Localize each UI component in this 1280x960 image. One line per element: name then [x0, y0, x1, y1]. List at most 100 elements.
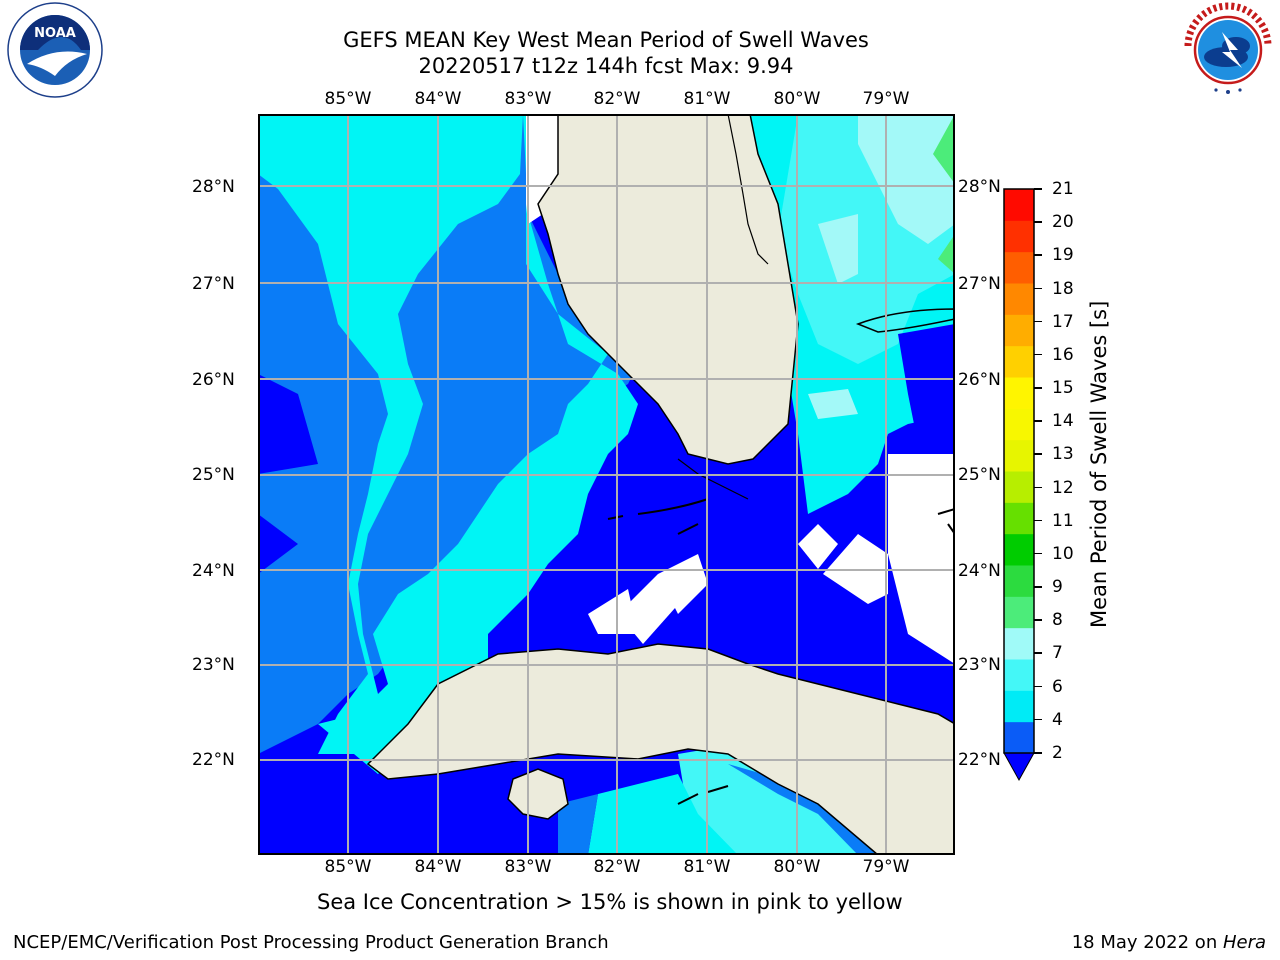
- colorbar-segment: [1004, 314, 1034, 347]
- colorbar-tick-mark: [1034, 652, 1042, 654]
- lat-label-left: 25°N: [192, 465, 235, 485]
- colorbar-title: Mean Period of Swell Waves [s]: [1087, 300, 1111, 628]
- colorbar-tick-mark: [1034, 519, 1042, 522]
- noaa-logo: NOAA: [3, 2, 107, 98]
- map-title: GEFS MEAN Key West Mean Period of Swell …: [343, 28, 869, 52]
- colorbar-tick-mark: [1034, 387, 1042, 389]
- colorbar-segment: [1004, 345, 1034, 378]
- colorbar-extend-arrow: [1003, 752, 1035, 782]
- colorbar-tick-label: 16: [1052, 344, 1074, 365]
- lat-label-left: 27°N: [192, 274, 235, 294]
- colorbar-segment: [1004, 283, 1034, 315]
- colorbar-segment: [1004, 690, 1034, 723]
- lon-label-top: 85°W: [324, 89, 372, 109]
- colorbar-tick-label: 11: [1052, 510, 1074, 531]
- lat-label-right: 22°N: [958, 750, 1001, 770]
- colorbar-segment: [1004, 533, 1034, 566]
- footer-credit: NCEP/EMC/Verification Post Processing Pr…: [13, 932, 609, 953]
- colorbar-segment: [1004, 502, 1034, 535]
- colorbar-segment: [1004, 439, 1034, 472]
- swell-level-6-7-west: [258, 114, 523, 774]
- lat-label-left: 24°N: [192, 561, 235, 581]
- lat-label-right: 25°N: [958, 465, 1001, 485]
- lon-label-bottom: 82°W: [593, 857, 641, 877]
- colorbar-tick-label: 8: [1052, 610, 1063, 631]
- lat-label-left: 26°N: [192, 370, 235, 390]
- colorbar-tick-mark: [1034, 718, 1042, 721]
- colorbar-tick-mark: [1034, 221, 1042, 223]
- colorbar-tick-label: 14: [1052, 411, 1074, 432]
- colorbar-tick-mark: [1034, 586, 1042, 588]
- lat-label-right: 27°N: [958, 274, 1001, 294]
- colorbar-tick-label: 10: [1052, 543, 1074, 564]
- colorbar-tick-mark: [1034, 353, 1042, 356]
- colorbar-tick-label: 4: [1052, 709, 1063, 730]
- swell-level-8-9: [808, 114, 955, 419]
- nws-logo: [1178, 2, 1278, 98]
- colorbar-tick-mark: [1034, 752, 1042, 754]
- colorbar-tick-mark: [1034, 619, 1042, 621]
- lat-label-right: 24°N: [958, 561, 1001, 581]
- lon-label-bottom: 81°W: [683, 857, 731, 877]
- colorbar-tick-mark: [1034, 685, 1042, 688]
- colorbar: [1003, 188, 1035, 782]
- colorbar-tick-label: 13: [1052, 444, 1074, 465]
- lon-label-bottom: 83°W: [504, 857, 552, 877]
- lon-label-bottom: 79°W: [862, 857, 910, 877]
- colorbar-tick-label: 18: [1052, 278, 1074, 299]
- colorbar-tick-label: 19: [1052, 245, 1074, 266]
- colorbar-segment: [1004, 596, 1034, 629]
- lat-label-right: 26°N: [958, 370, 1001, 390]
- svg-text:NOAA: NOAA: [34, 26, 76, 41]
- colorbar-segment: [1004, 408, 1034, 441]
- colorbar-tick-mark: [1034, 420, 1042, 422]
- colorbar-tick-label: 6: [1052, 676, 1063, 697]
- footer-date: 18 May 2022 on Hera: [1072, 932, 1266, 953]
- lon-label-top: 80°W: [773, 89, 821, 109]
- colorbar-segment: [1004, 220, 1034, 253]
- map-subtitle: 20220517 t12z 144h fcst Max: 9.94: [418, 54, 794, 78]
- lon-label-top: 82°W: [593, 89, 641, 109]
- colorbar-tick-mark: [1034, 453, 1042, 455]
- cuba-landmass: [366, 643, 955, 855]
- lon-label-top: 81°W: [683, 89, 731, 109]
- florida-landmass: [537, 114, 799, 465]
- colorbar-tick-mark: [1034, 320, 1042, 323]
- footer-date-text: 18 May 2022 on: [1071, 932, 1223, 953]
- colorbar-tick-mark: [1034, 287, 1042, 290]
- colorbar-tick-mark: [1034, 188, 1042, 190]
- lon-label-top: 84°W: [414, 89, 462, 109]
- lon-label-bottom: 85°W: [324, 857, 372, 877]
- colorbar-segment: [1004, 721, 1034, 754]
- colorbar-tick-mark: [1034, 254, 1042, 256]
- lon-label-bottom: 80°W: [773, 857, 821, 877]
- lon-label-top: 79°W: [862, 89, 910, 109]
- lat-label-left: 23°N: [192, 655, 235, 675]
- swell-level-9-10: [933, 114, 955, 274]
- colorbar-tick-label: 15: [1052, 378, 1074, 399]
- sea-ice-note: Sea Ice Concentration > 15% is shown in …: [317, 890, 903, 914]
- colorbar-tick-label: 17: [1052, 311, 1074, 332]
- colorbar-segment: [1004, 189, 1034, 221]
- colorbar-tick-mark: [1034, 486, 1042, 489]
- colorbar-tick-label: 20: [1052, 212, 1074, 233]
- colorbar-segment: [1004, 471, 1034, 503]
- colorbar-segment: [1004, 565, 1034, 597]
- lat-label-left: 22°N: [192, 750, 235, 770]
- lat-label-left: 28°N: [192, 177, 235, 197]
- colorbar-tick-label: 7: [1052, 643, 1063, 664]
- colorbar-tick-label: 9: [1052, 577, 1063, 598]
- colorbar-segment: [1004, 627, 1034, 660]
- colorbar-segment: [1004, 251, 1034, 284]
- colorbar-segment: [1004, 377, 1034, 409]
- lon-label-top: 83°W: [504, 89, 552, 109]
- colorbar-tick-label: 12: [1052, 477, 1074, 498]
- swell-period-map: [258, 114, 955, 855]
- colorbar-segment: [1004, 659, 1034, 691]
- lat-label-right: 28°N: [958, 177, 1001, 197]
- lon-label-bottom: 84°W: [414, 857, 462, 877]
- swell-level-6-7: [258, 114, 638, 774]
- map-graticule: [258, 114, 955, 855]
- colorbar-tick-label: 21: [1052, 179, 1074, 199]
- lat-label-right: 23°N: [958, 655, 1001, 675]
